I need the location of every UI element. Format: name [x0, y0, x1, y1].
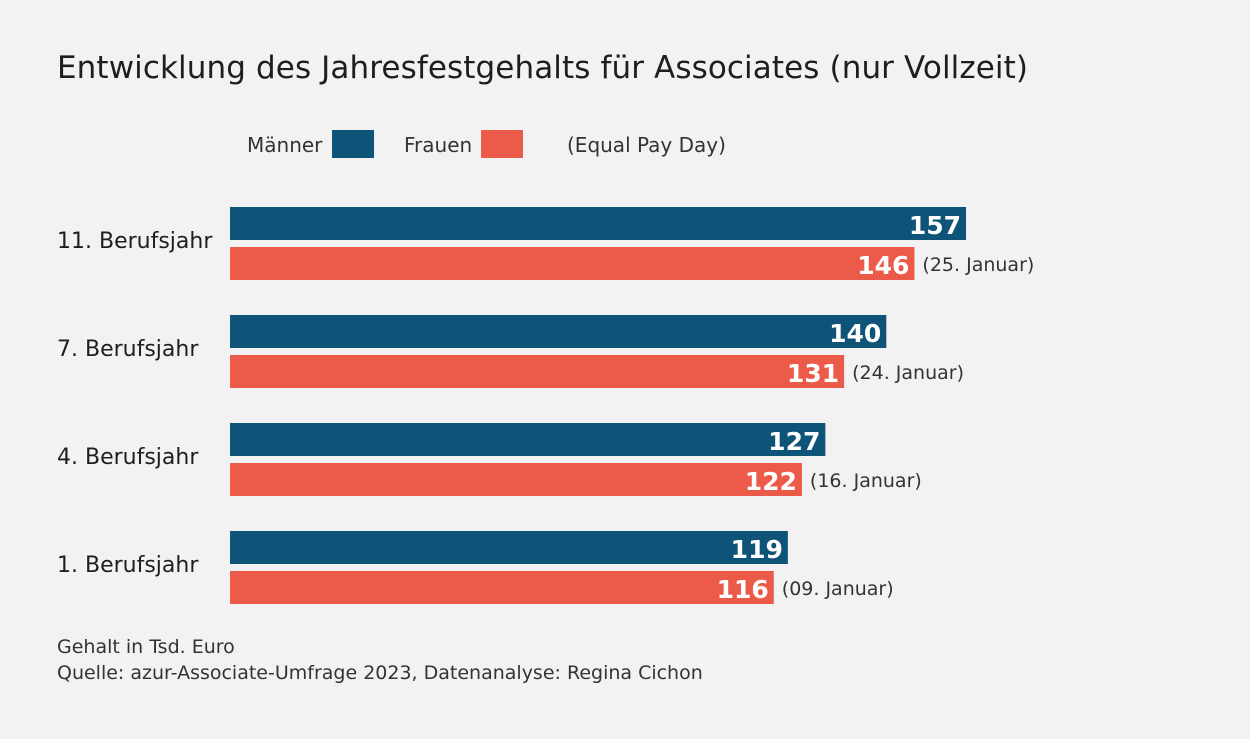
equal-pay-day-7-berufsjahr: (24. Januar): [852, 362, 964, 384]
value-label-maenner-7-berufsjahr: 140: [829, 319, 881, 348]
equal-pay-day-4-berufsjahr: (16. Januar): [810, 470, 922, 492]
chart-title: Entwicklung des Jahresfestgehalts für As…: [57, 50, 1029, 86]
source-note: Quelle: azur-Associate-Umfrage 2023, Dat…: [57, 662, 703, 684]
bar-frauen-1-berufsjahr: [230, 571, 774, 604]
unit-note: Gehalt in Tsd. Euro: [57, 636, 235, 658]
bar-frauen-4-berufsjahr: [230, 463, 802, 496]
equal-pay-day-11-berufsjahr: (25. Januar): [922, 254, 1034, 276]
value-label-frauen-11-berufsjahr: 146: [857, 251, 909, 280]
bar-frauen-11-berufsjahr: [230, 247, 915, 280]
bar-maenner-7-berufsjahr: [230, 315, 887, 348]
bar-maenner-4-berufsjahr: [230, 423, 826, 456]
value-label-frauen-7-berufsjahr: 131: [787, 359, 839, 388]
bar-maenner-1-berufsjahr: [230, 531, 788, 564]
bar-maenner-11-berufsjahr: [230, 207, 966, 240]
category-label-4-berufsjahr: 4. Berufsjahr: [57, 445, 199, 470]
equal-pay-day-1-berufsjahr: (09. Januar): [782, 578, 894, 600]
value-label-maenner-1-berufsjahr: 119: [731, 535, 783, 564]
value-label-frauen-1-berufsjahr: 116: [717, 575, 769, 604]
category-label-11-berufsjahr: 11. Berufsjahr: [57, 229, 213, 254]
category-label-1-berufsjahr: 1. Berufsjahr: [57, 553, 199, 578]
value-label-maenner-11-berufsjahr: 157: [909, 211, 961, 240]
bar-frauen-7-berufsjahr: [230, 355, 845, 388]
value-label-frauen-4-berufsjahr: 122: [745, 467, 797, 496]
category-label-7-berufsjahr: 7. Berufsjahr: [57, 337, 199, 362]
value-label-maenner-4-berufsjahr: 127: [768, 427, 820, 456]
